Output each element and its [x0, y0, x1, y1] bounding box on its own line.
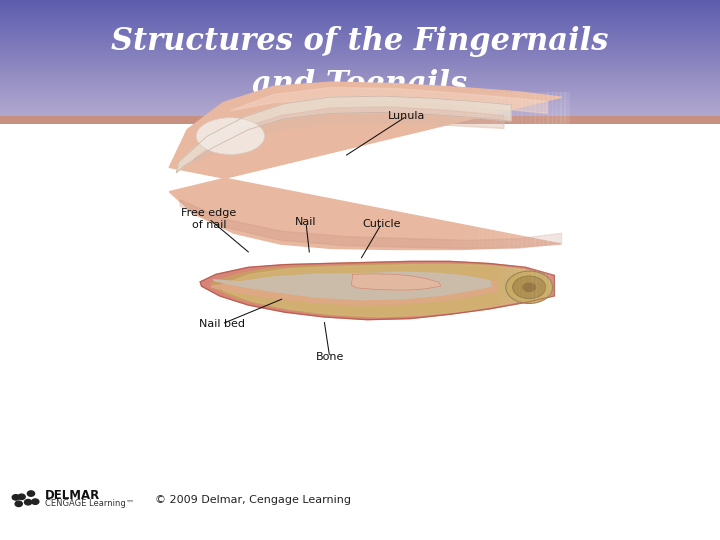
- Bar: [469, 92, 475, 251]
- Bar: [517, 92, 523, 251]
- Bar: [560, 92, 566, 251]
- Bar: [500, 92, 505, 251]
- Bar: [495, 92, 501, 251]
- Text: Nail: Nail: [295, 218, 317, 227]
- Circle shape: [27, 491, 35, 496]
- Polygon shape: [180, 200, 562, 248]
- Bar: [491, 92, 497, 251]
- Bar: [549, 251, 554, 327]
- Bar: [580, 251, 585, 327]
- Polygon shape: [176, 96, 511, 173]
- Bar: [482, 92, 488, 251]
- Bar: [504, 92, 510, 251]
- Bar: [571, 251, 576, 327]
- Text: © 2009 Delmar, Cengage Learning: © 2009 Delmar, Cengage Learning: [155, 495, 351, 505]
- Bar: [448, 92, 454, 251]
- Bar: [487, 92, 492, 251]
- Bar: [461, 92, 467, 251]
- Text: DELMAR: DELMAR: [45, 489, 100, 502]
- Circle shape: [18, 494, 25, 500]
- Bar: [588, 251, 593, 327]
- Bar: [593, 251, 598, 327]
- Ellipse shape: [522, 282, 536, 292]
- Bar: [543, 92, 549, 251]
- Circle shape: [12, 495, 19, 500]
- Ellipse shape: [513, 276, 546, 299]
- Text: Free edge
of nail: Free edge of nail: [181, 208, 236, 230]
- Polygon shape: [211, 264, 544, 317]
- Bar: [444, 92, 449, 251]
- Polygon shape: [193, 107, 504, 163]
- Bar: [545, 251, 550, 327]
- Circle shape: [32, 499, 39, 504]
- Bar: [526, 92, 531, 251]
- Bar: [510, 251, 516, 327]
- Text: Bone: Bone: [315, 353, 344, 362]
- Bar: [519, 251, 524, 327]
- Bar: [452, 92, 458, 251]
- Bar: [465, 92, 471, 251]
- Bar: [493, 251, 498, 327]
- Bar: [539, 92, 544, 251]
- Polygon shape: [351, 274, 441, 290]
- Text: Nail bed: Nail bed: [199, 319, 245, 329]
- Bar: [502, 251, 507, 327]
- Bar: [528, 251, 533, 327]
- Bar: [556, 92, 562, 251]
- Bar: [552, 92, 557, 251]
- Bar: [474, 92, 480, 251]
- Circle shape: [24, 500, 32, 505]
- Ellipse shape: [506, 271, 553, 303]
- Bar: [478, 92, 484, 251]
- Bar: [513, 92, 518, 251]
- Bar: [558, 251, 563, 327]
- Bar: [562, 251, 567, 327]
- Bar: [530, 92, 536, 251]
- Bar: [498, 251, 503, 327]
- Bar: [567, 251, 572, 327]
- Bar: [547, 92, 553, 251]
- Polygon shape: [169, 82, 562, 249]
- Bar: [532, 251, 537, 327]
- Polygon shape: [213, 272, 491, 300]
- Bar: [506, 251, 511, 327]
- Bar: [554, 251, 559, 327]
- Bar: [521, 92, 527, 251]
- Bar: [597, 251, 602, 327]
- Text: CENGAGE Learning™: CENGAGE Learning™: [45, 499, 134, 508]
- Bar: [575, 251, 580, 327]
- Bar: [564, 92, 570, 251]
- Bar: [536, 251, 541, 327]
- Polygon shape: [230, 87, 547, 113]
- Bar: [523, 251, 528, 327]
- Polygon shape: [200, 261, 554, 320]
- Text: Structures of the Fingernails: Structures of the Fingernails: [112, 26, 608, 57]
- Bar: [439, 92, 445, 251]
- Bar: [541, 251, 546, 327]
- Text: Lunula: Lunula: [388, 111, 426, 121]
- Polygon shape: [211, 273, 497, 305]
- Ellipse shape: [196, 118, 265, 154]
- Bar: [456, 92, 462, 251]
- Bar: [515, 251, 520, 327]
- Bar: [584, 251, 589, 327]
- Text: and Toenails: and Toenails: [253, 69, 467, 100]
- Polygon shape: [222, 265, 544, 317]
- Bar: [534, 92, 540, 251]
- Circle shape: [15, 501, 22, 507]
- Bar: [0, 116, 720, 124]
- Bar: [508, 92, 514, 251]
- Text: Cuticle: Cuticle: [362, 219, 401, 228]
